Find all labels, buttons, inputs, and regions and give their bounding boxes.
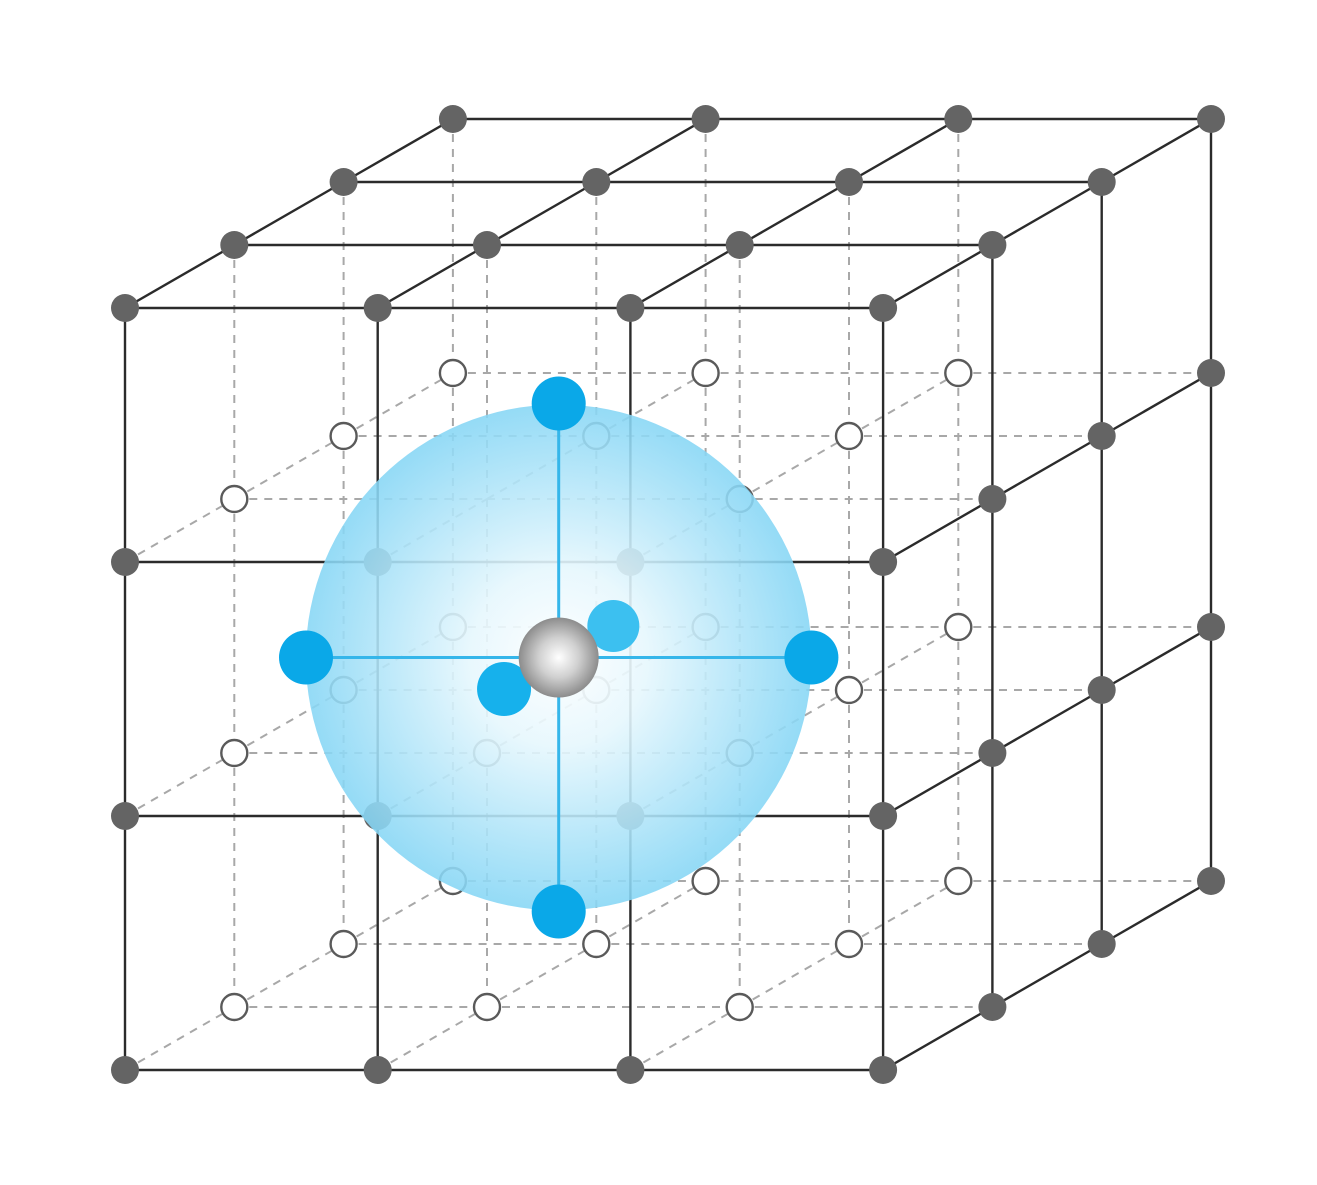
- lattice-atom: [869, 548, 898, 576]
- lattice-edge: [882, 497, 993, 564]
- lattice-atom: [944, 105, 973, 133]
- neighbor-atom: [477, 662, 532, 716]
- lattice-atom: [582, 168, 611, 196]
- lattice-atom: [725, 231, 754, 259]
- open-lattice-site: [944, 612, 973, 642]
- lattice-edge: [124, 243, 235, 310]
- lattice-atom: [1197, 613, 1225, 641]
- lattice-edge: [1101, 371, 1212, 438]
- lattice-atom: [978, 739, 1007, 767]
- neighbor-atom: [279, 630, 333, 685]
- open-lattice-site: [691, 358, 720, 388]
- open-lattice-site: [472, 992, 502, 1022]
- lattice-edge: [991, 688, 1103, 755]
- interstitial-sphere-layer: [279, 376, 839, 939]
- neighbor-atom: [531, 884, 586, 939]
- lattice-atom: [1197, 105, 1225, 133]
- lattice-edge: [343, 117, 454, 184]
- lattice-edge: [1101, 879, 1212, 946]
- lattice-edge: [882, 243, 993, 310]
- lattice-atom: [329, 168, 358, 196]
- lattice-atom: [111, 802, 139, 830]
- hidden-lattice-edge: [124, 1006, 235, 1071]
- lattice-edge: [629, 243, 741, 310]
- lattice-atom: [691, 105, 720, 133]
- lattice-atom: [869, 802, 898, 830]
- neighbor-atom: [784, 630, 839, 685]
- lattice-atom: [220, 231, 249, 259]
- hidden-lattice-edge: [343, 372, 454, 437]
- hidden-lattice-edge: [124, 498, 235, 563]
- lattice-edge: [991, 942, 1103, 1009]
- hidden-lattice-edge: [848, 626, 959, 691]
- lattice-atom: [473, 231, 501, 259]
- open-lattice-site: [220, 484, 249, 514]
- lattice-atom: [111, 294, 139, 322]
- lattice-atom: [616, 1056, 645, 1084]
- lattice-atom: [978, 485, 1007, 513]
- open-lattice-site: [220, 992, 249, 1022]
- open-lattice-site: [725, 992, 754, 1022]
- lattice-edge: [882, 751, 993, 818]
- open-lattice-site: [220, 738, 249, 768]
- hidden-lattice-edge: [233, 435, 345, 500]
- hidden-lattice-edge: [595, 880, 707, 945]
- lattice-atom: [111, 548, 139, 576]
- lattice-atom: [1197, 359, 1225, 387]
- open-lattice-site: [329, 929, 358, 959]
- lattice-edge: [486, 180, 597, 247]
- hidden-lattice-edge: [848, 372, 959, 437]
- lattice-atom: [1087, 676, 1116, 704]
- open-lattice-site: [834, 929, 864, 959]
- lattice-atom: [869, 294, 898, 322]
- lattice-atom: [1087, 422, 1116, 450]
- central-atom: [518, 617, 599, 698]
- open-lattice-site: [438, 358, 468, 388]
- hidden-lattice-edge: [848, 880, 959, 945]
- lattice-edge: [1101, 117, 1212, 184]
- lattice-edge: [739, 180, 850, 247]
- hidden-lattice-edge: [739, 943, 850, 1008]
- lattice-atom: [438, 105, 467, 133]
- lattice-atom: [978, 231, 1007, 259]
- hidden-lattice-edge: [124, 752, 235, 817]
- lattice-atom: [363, 294, 392, 322]
- hidden-lattice-edge: [377, 1006, 488, 1071]
- lattice-edge: [1101, 625, 1212, 692]
- lattice-edge: [991, 180, 1103, 247]
- lattice-edge: [848, 117, 959, 184]
- lattice-edge: [595, 117, 707, 184]
- visible-edges-layer: [123, 117, 1213, 1072]
- lattice-atom: [869, 1056, 898, 1084]
- open-lattice-site: [691, 866, 720, 896]
- lattice-atom: [1087, 168, 1116, 196]
- lattice-atom: [835, 168, 863, 196]
- lattice-atom: [616, 294, 645, 322]
- hidden-lattice-edge: [739, 435, 850, 500]
- hidden-lattice-edge: [233, 943, 345, 1008]
- open-lattice-site: [834, 675, 864, 705]
- hidden-lattice-edge: [343, 880, 454, 945]
- open-lattice-site: [834, 421, 864, 451]
- hidden-lattice-edge: [629, 1006, 741, 1071]
- open-lattice-site: [329, 421, 358, 451]
- neighbor-atom: [531, 376, 586, 431]
- lattice-atom: [363, 1056, 392, 1084]
- open-lattice-site: [944, 866, 973, 896]
- lattice-atom: [1087, 930, 1116, 958]
- neighbor-atom: [587, 600, 640, 652]
- lattice-edge: [377, 243, 488, 310]
- hidden-lattice-edge: [486, 943, 597, 1008]
- lattice-atom: [1197, 867, 1225, 895]
- lattice-atom: [111, 1056, 139, 1084]
- lattice-edge: [991, 434, 1103, 501]
- open-lattice-site: [582, 929, 611, 959]
- lattice-edge: [882, 1005, 993, 1072]
- open-lattice-site: [944, 358, 973, 388]
- lattice-edge: [233, 180, 345, 247]
- lattice-atom: [978, 993, 1007, 1021]
